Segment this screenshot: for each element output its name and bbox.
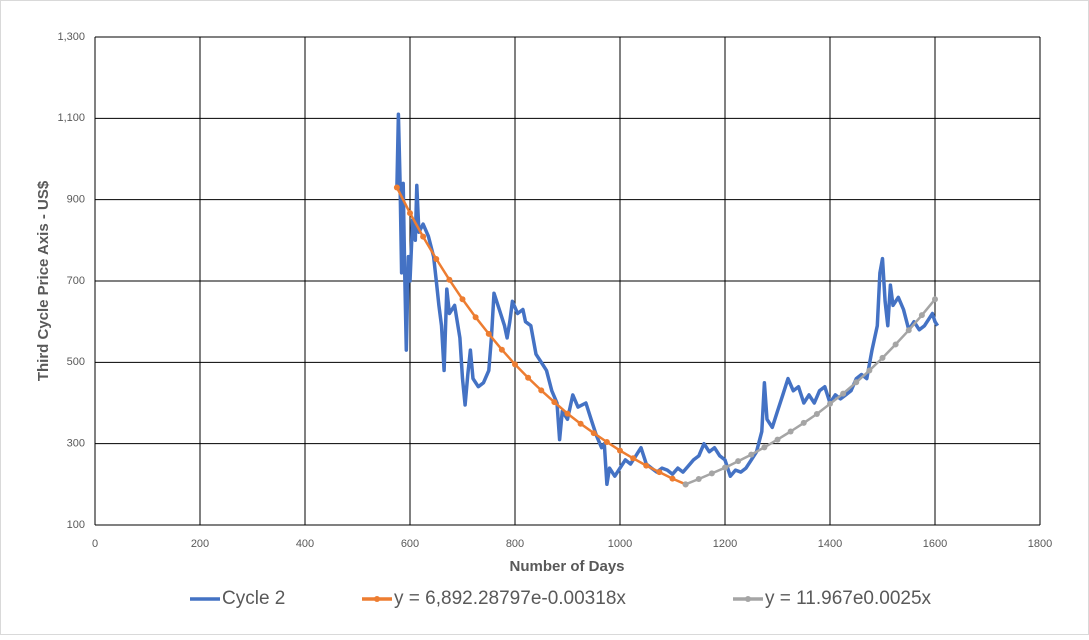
point [564, 410, 571, 417]
x-tick-label: 800 [506, 538, 524, 550]
point [643, 462, 650, 469]
point [866, 367, 873, 374]
point [393, 184, 400, 191]
point [459, 296, 466, 303]
point [551, 399, 558, 406]
point [918, 312, 925, 319]
y-tick-label: 1,300 [57, 31, 85, 43]
point [669, 475, 676, 482]
point [577, 420, 584, 427]
point [708, 470, 715, 477]
point [472, 314, 479, 321]
x-tick-label: 1200 [713, 538, 737, 550]
point [787, 428, 794, 435]
point [525, 374, 532, 381]
point [498, 346, 505, 353]
point [827, 400, 833, 407]
legend-marker [745, 596, 751, 602]
point [512, 361, 518, 368]
point [538, 387, 545, 394]
legend-label: y = 11.967e0.0025x [765, 588, 932, 609]
point [735, 458, 742, 465]
x-tick-label: 1600 [923, 538, 947, 550]
legend-label: Cycle 2 [222, 588, 285, 609]
point [800, 419, 807, 426]
point [879, 354, 886, 361]
x-tick-label: 200 [191, 538, 209, 550]
x-tick-label: 1400 [818, 538, 842, 550]
point [905, 327, 912, 334]
point [433, 256, 440, 263]
point [590, 430, 597, 437]
y-tick-label: 1,100 [57, 112, 85, 124]
point [853, 379, 860, 386]
y-tick-label: 900 [67, 194, 85, 206]
point [485, 330, 492, 337]
x-tick-label: 1800 [1028, 538, 1052, 550]
y-tick-label: 300 [67, 438, 85, 450]
point [932, 296, 938, 303]
point [682, 481, 689, 488]
legend-marker [374, 596, 380, 602]
point [603, 439, 610, 446]
point [813, 410, 820, 417]
point [748, 451, 755, 458]
y-tick-label: 700 [67, 275, 85, 287]
point [840, 390, 847, 397]
point [630, 455, 637, 462]
point [617, 447, 623, 454]
y-tick-label: 500 [67, 356, 85, 368]
point [656, 469, 663, 476]
x-axis-label: Number of Days [509, 558, 624, 575]
y-tick-label: 100 [67, 519, 85, 531]
point [761, 444, 768, 451]
point [892, 341, 899, 348]
x-tick-label: 400 [296, 538, 314, 550]
point [695, 476, 702, 483]
y-axis-label: Third Cycle Price Axis - US$ [35, 180, 52, 381]
point [774, 436, 781, 443]
x-tick-label: 600 [401, 538, 419, 550]
point [407, 210, 413, 217]
x-tick-label: 1000 [608, 538, 632, 550]
point [420, 233, 427, 240]
point [446, 276, 453, 283]
x-tick-label: 0 [92, 538, 98, 550]
point [722, 464, 728, 471]
legend-label: y = 6,892.28797e-0.00318x [394, 588, 626, 609]
